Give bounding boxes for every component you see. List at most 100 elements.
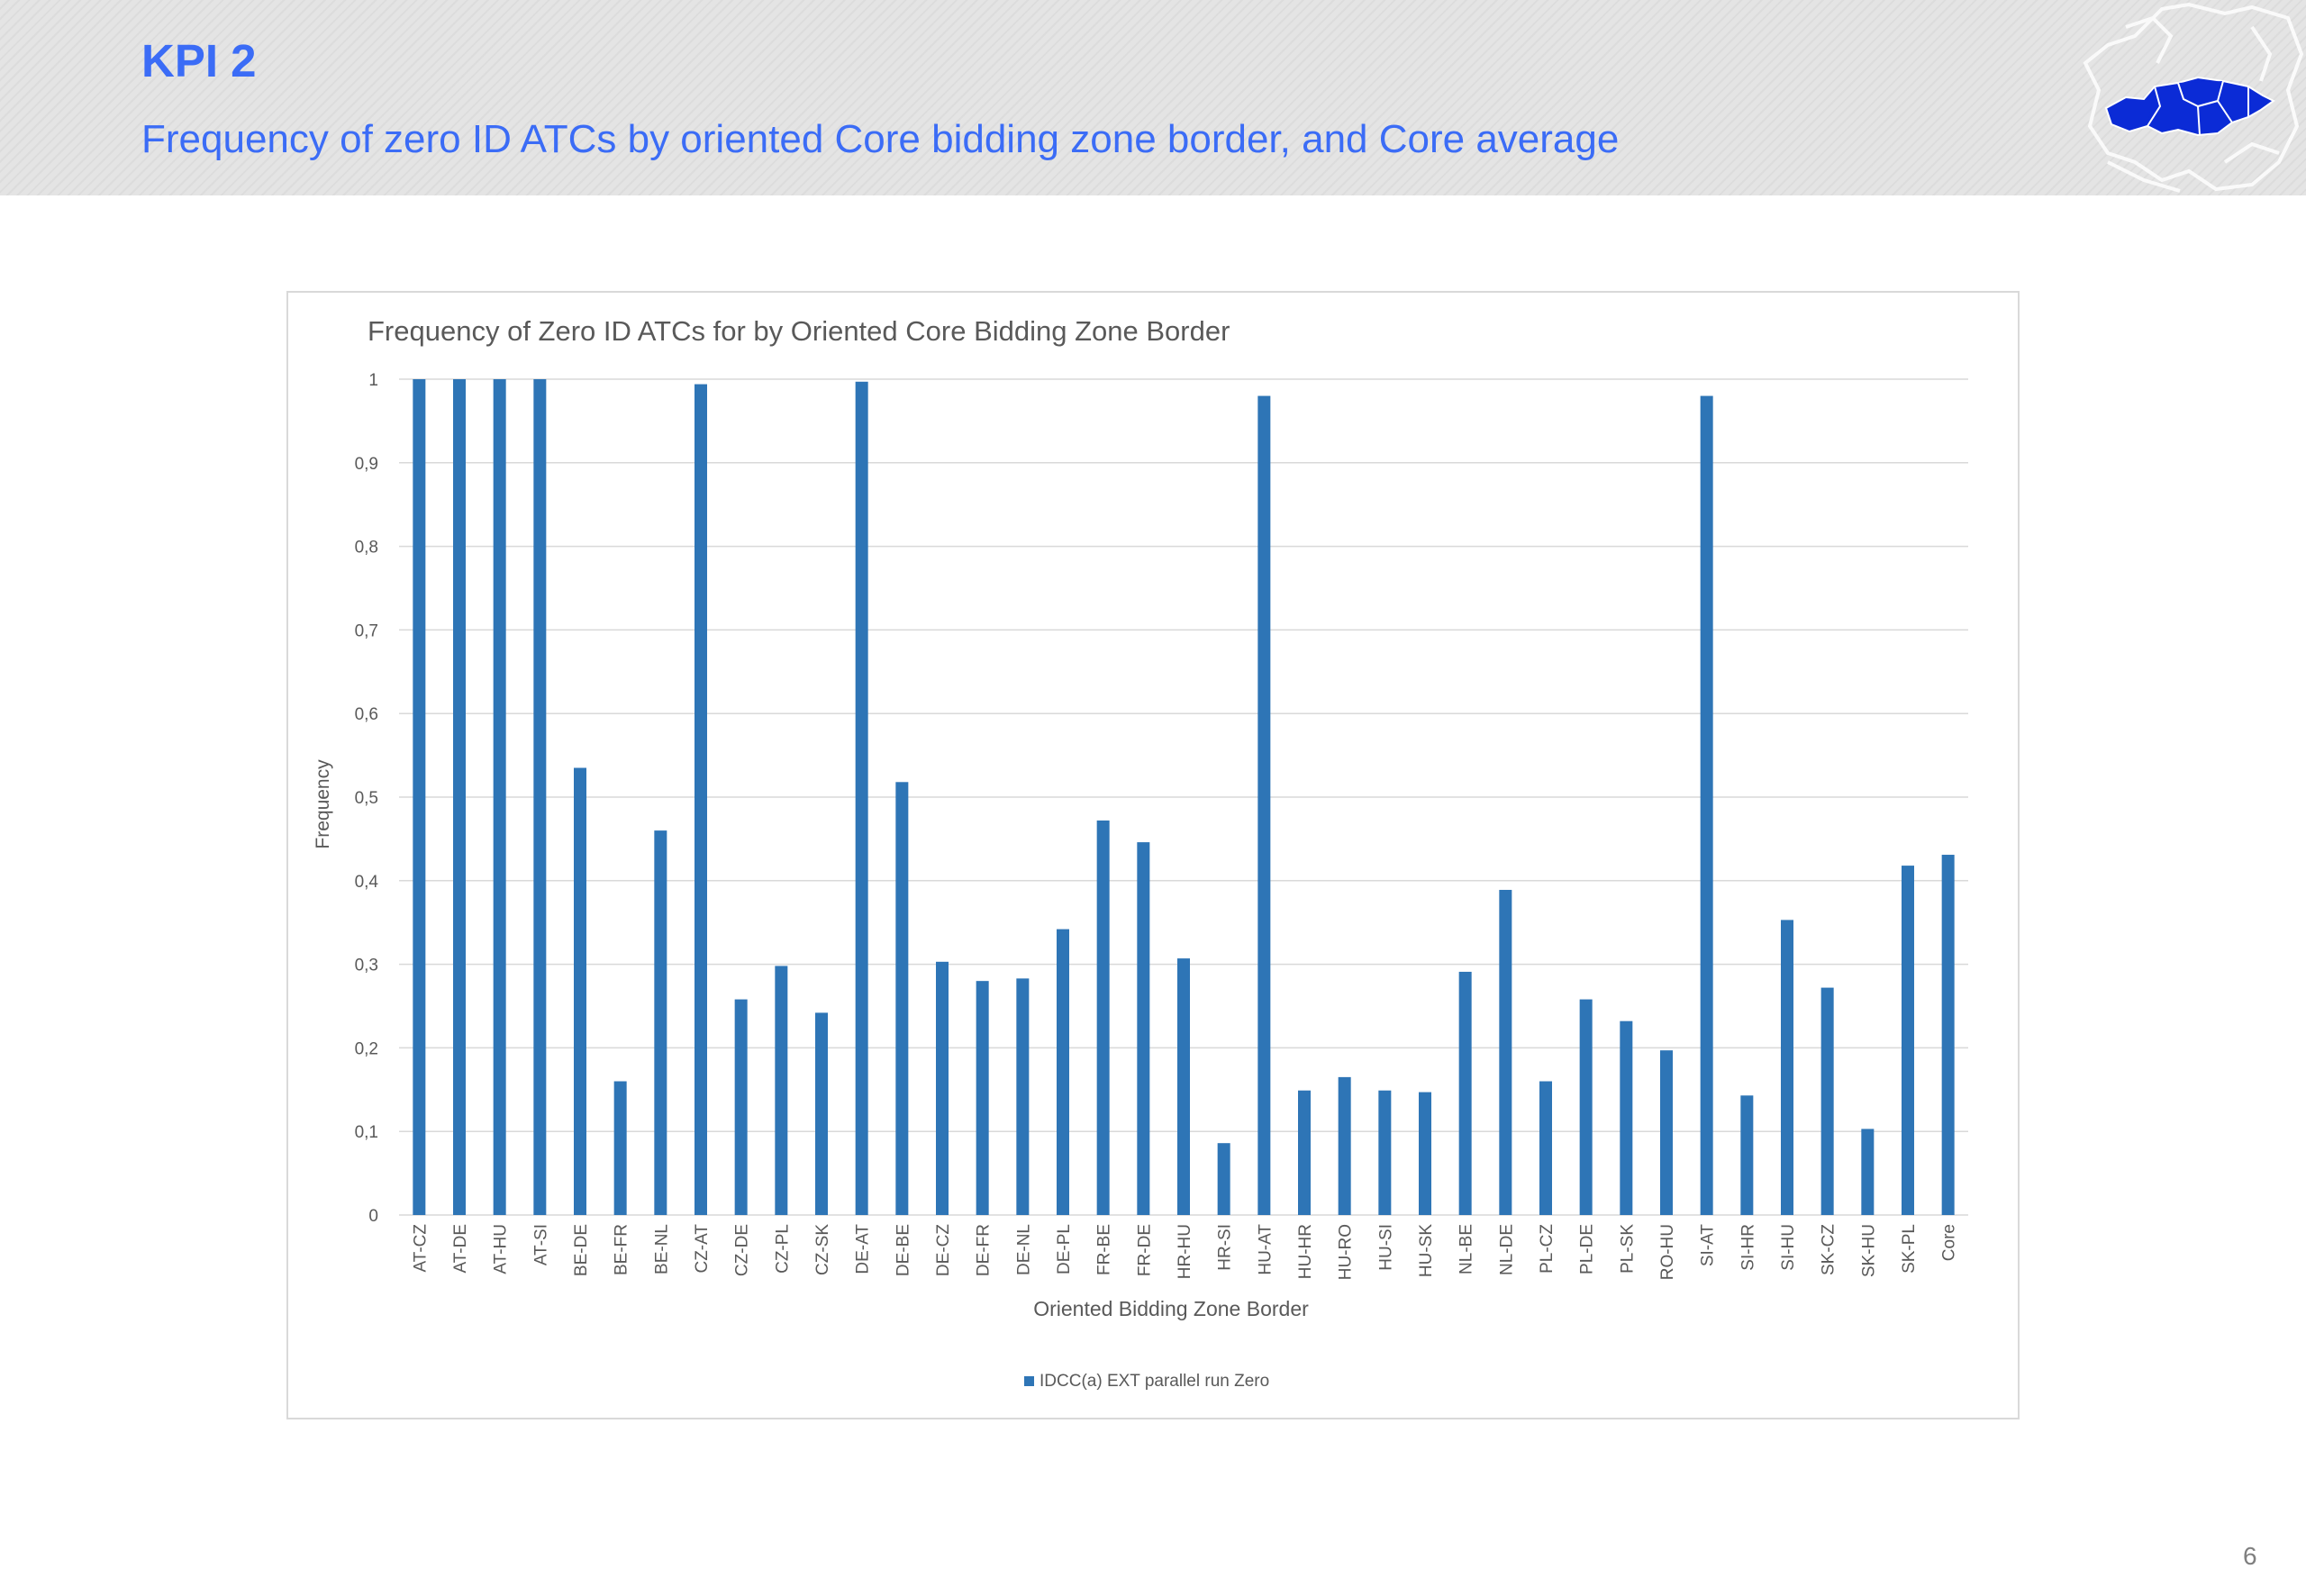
bar-at-si [533,379,547,1215]
bar-hu-at [1257,395,1271,1215]
y-tick-label: 0,5 [355,789,378,808]
x-tick-label: PL-SK [1618,1224,1637,1274]
x-tick-label: SK-PL [1900,1224,1919,1274]
y-tick-label: 0,3 [355,957,378,975]
slide-subtitle: Frequency of zero ID ATCs by oriented Co… [141,117,1620,161]
page-number: 6 [2243,1542,2257,1570]
bar-si-hr [1740,1095,1754,1215]
bar-hr-si [1217,1143,1230,1215]
bar-hu-ro [1338,1076,1351,1215]
kpi-label: KPI 2 [141,35,257,86]
bar-at-cz [413,379,426,1215]
x-tick-label: HU-RO [1337,1224,1356,1280]
bar-de-fr [976,981,989,1215]
bar-pl-cz [1539,1081,1552,1215]
x-tick-label: SI-HU [1779,1224,1798,1271]
x-tick-label: SI-HR [1739,1224,1757,1271]
x-tick-label: HR-HU [1176,1224,1194,1279]
x-tick-label: SI-AT [1699,1224,1718,1267]
bar-at-hu [493,379,506,1215]
x-tick-label: DE-FR [975,1224,994,1276]
x-tick-label: RO-HU [1658,1224,1677,1280]
bar-si-hu [1781,920,1793,1215]
x-tick-label: PL-DE [1578,1224,1597,1274]
x-axis-label: Oriented Bidding Zone Border [1033,1297,1309,1320]
bar-de-pl [1057,929,1069,1215]
x-tick-label: AT-HU [492,1224,511,1274]
chart-legend: IDCC(a) EXT parallel run Zero [1024,1372,1269,1391]
bar-sk-cz [1820,987,1834,1215]
bar-at-de [453,379,466,1215]
bar-de-cz [936,961,949,1215]
chart-bars [413,379,1955,1215]
y-tick-label: 0,2 [355,1039,378,1058]
y-tick-label: 0,1 [355,1123,378,1142]
legend-swatch [1024,1376,1034,1386]
x-tick-label: HR-SI [1216,1224,1235,1271]
x-tick-label: HU-SI [1376,1224,1395,1271]
x-tick-label: DE-BE [894,1224,912,1276]
y-axis-tick-labels: 0 0,1 0,2 0,3 0,4 0,5 0,6 0,7 0,8 0,9 1 [355,371,379,1226]
y-axis-label: Frequency [313,759,333,849]
x-tick-label: Core [1940,1224,1959,1261]
bar-de-nl [1016,978,1030,1215]
x-tick-label: DE-NL [1014,1224,1033,1275]
bar-sk-pl [1902,866,1914,1215]
bar-cz-sk [815,1012,828,1215]
bar-cz-at [695,384,707,1215]
x-tick-label: BE-FR [613,1224,631,1275]
x-tick-label: PL-CZ [1538,1224,1557,1274]
slide-header: KPI 2 Frequency of zero ID ATCs by orien… [0,0,2306,195]
x-tick-label: AT-CZ [411,1224,430,1273]
x-tick-label: BE-NL [652,1224,671,1274]
bar-be-fr [613,1081,627,1215]
y-tick-label: 0,8 [355,539,378,558]
x-tick-label: CZ-SK [813,1224,832,1275]
x-tick-label: SK-HU [1859,1224,1878,1277]
x-tick-label: AT-SI [531,1224,550,1265]
x-tick-label: AT-DE [451,1224,470,1274]
x-tick-label: SK-CZ [1820,1224,1838,1275]
bar-core [1941,855,1955,1215]
y-tick-label: 0 [368,1207,378,1226]
bar-fr-de [1137,842,1150,1215]
bar-de-at [855,381,868,1215]
bar-nl-de [1499,890,1512,1215]
x-tick-label: HU-SK [1417,1224,1436,1277]
y-tick-label: 0,9 [355,455,378,474]
x-tick-label: CZ-AT [693,1224,712,1274]
y-tick-label: 0,4 [355,873,379,892]
x-tick-label: FR-DE [1135,1224,1154,1276]
bar-hu-sk [1419,1092,1431,1215]
bar-cz-pl [775,966,788,1215]
bar-hu-si [1378,1090,1392,1215]
y-tick-label: 1 [368,371,378,390]
x-tick-label: DE-AT [854,1224,873,1274]
legend-label: IDCC(a) EXT parallel run Zero [1040,1372,1269,1391]
bar-sk-hu [1861,1129,1875,1215]
bar-ro-hu [1660,1050,1673,1215]
x-axis-tick-labels: AT-CZ AT-DE AT-HU AT-SI BE-DE BE-FR BE-NL CZ-AT… [411,1224,1958,1281]
x-tick-label: CZ-DE [733,1224,752,1276]
bar-pl-de [1579,999,1593,1215]
x-tick-label: HU-HR [1296,1224,1315,1279]
bar-pl-sk [1620,1020,1633,1215]
bar-be-nl [654,830,667,1215]
bar-de-be [895,782,909,1215]
x-tick-label: CZ-PL [773,1224,792,1274]
x-tick-label: FR-BE [1095,1224,1114,1275]
chart-title: Frequency of Zero ID ATCs for by Oriente… [368,315,1230,347]
x-tick-label: NL-BE [1457,1224,1476,1274]
bar-fr-be [1096,820,1110,1215]
x-tick-label: NL-DE [1497,1224,1516,1275]
y-tick-label: 0,7 [355,621,378,640]
bar-chart: Frequency of Zero ID ATCs for by Oriente… [313,315,1968,1391]
x-tick-label: DE-PL [1055,1224,1074,1274]
bar-nl-be [1458,971,1472,1215]
bar-be-de [574,767,586,1215]
x-tick-label: BE-DE [572,1224,591,1276]
x-tick-label: HU-AT [1256,1224,1275,1275]
bar-hu-hr [1298,1090,1311,1215]
y-tick-label: 0,6 [355,705,378,724]
bar-hr-hu [1177,958,1190,1215]
